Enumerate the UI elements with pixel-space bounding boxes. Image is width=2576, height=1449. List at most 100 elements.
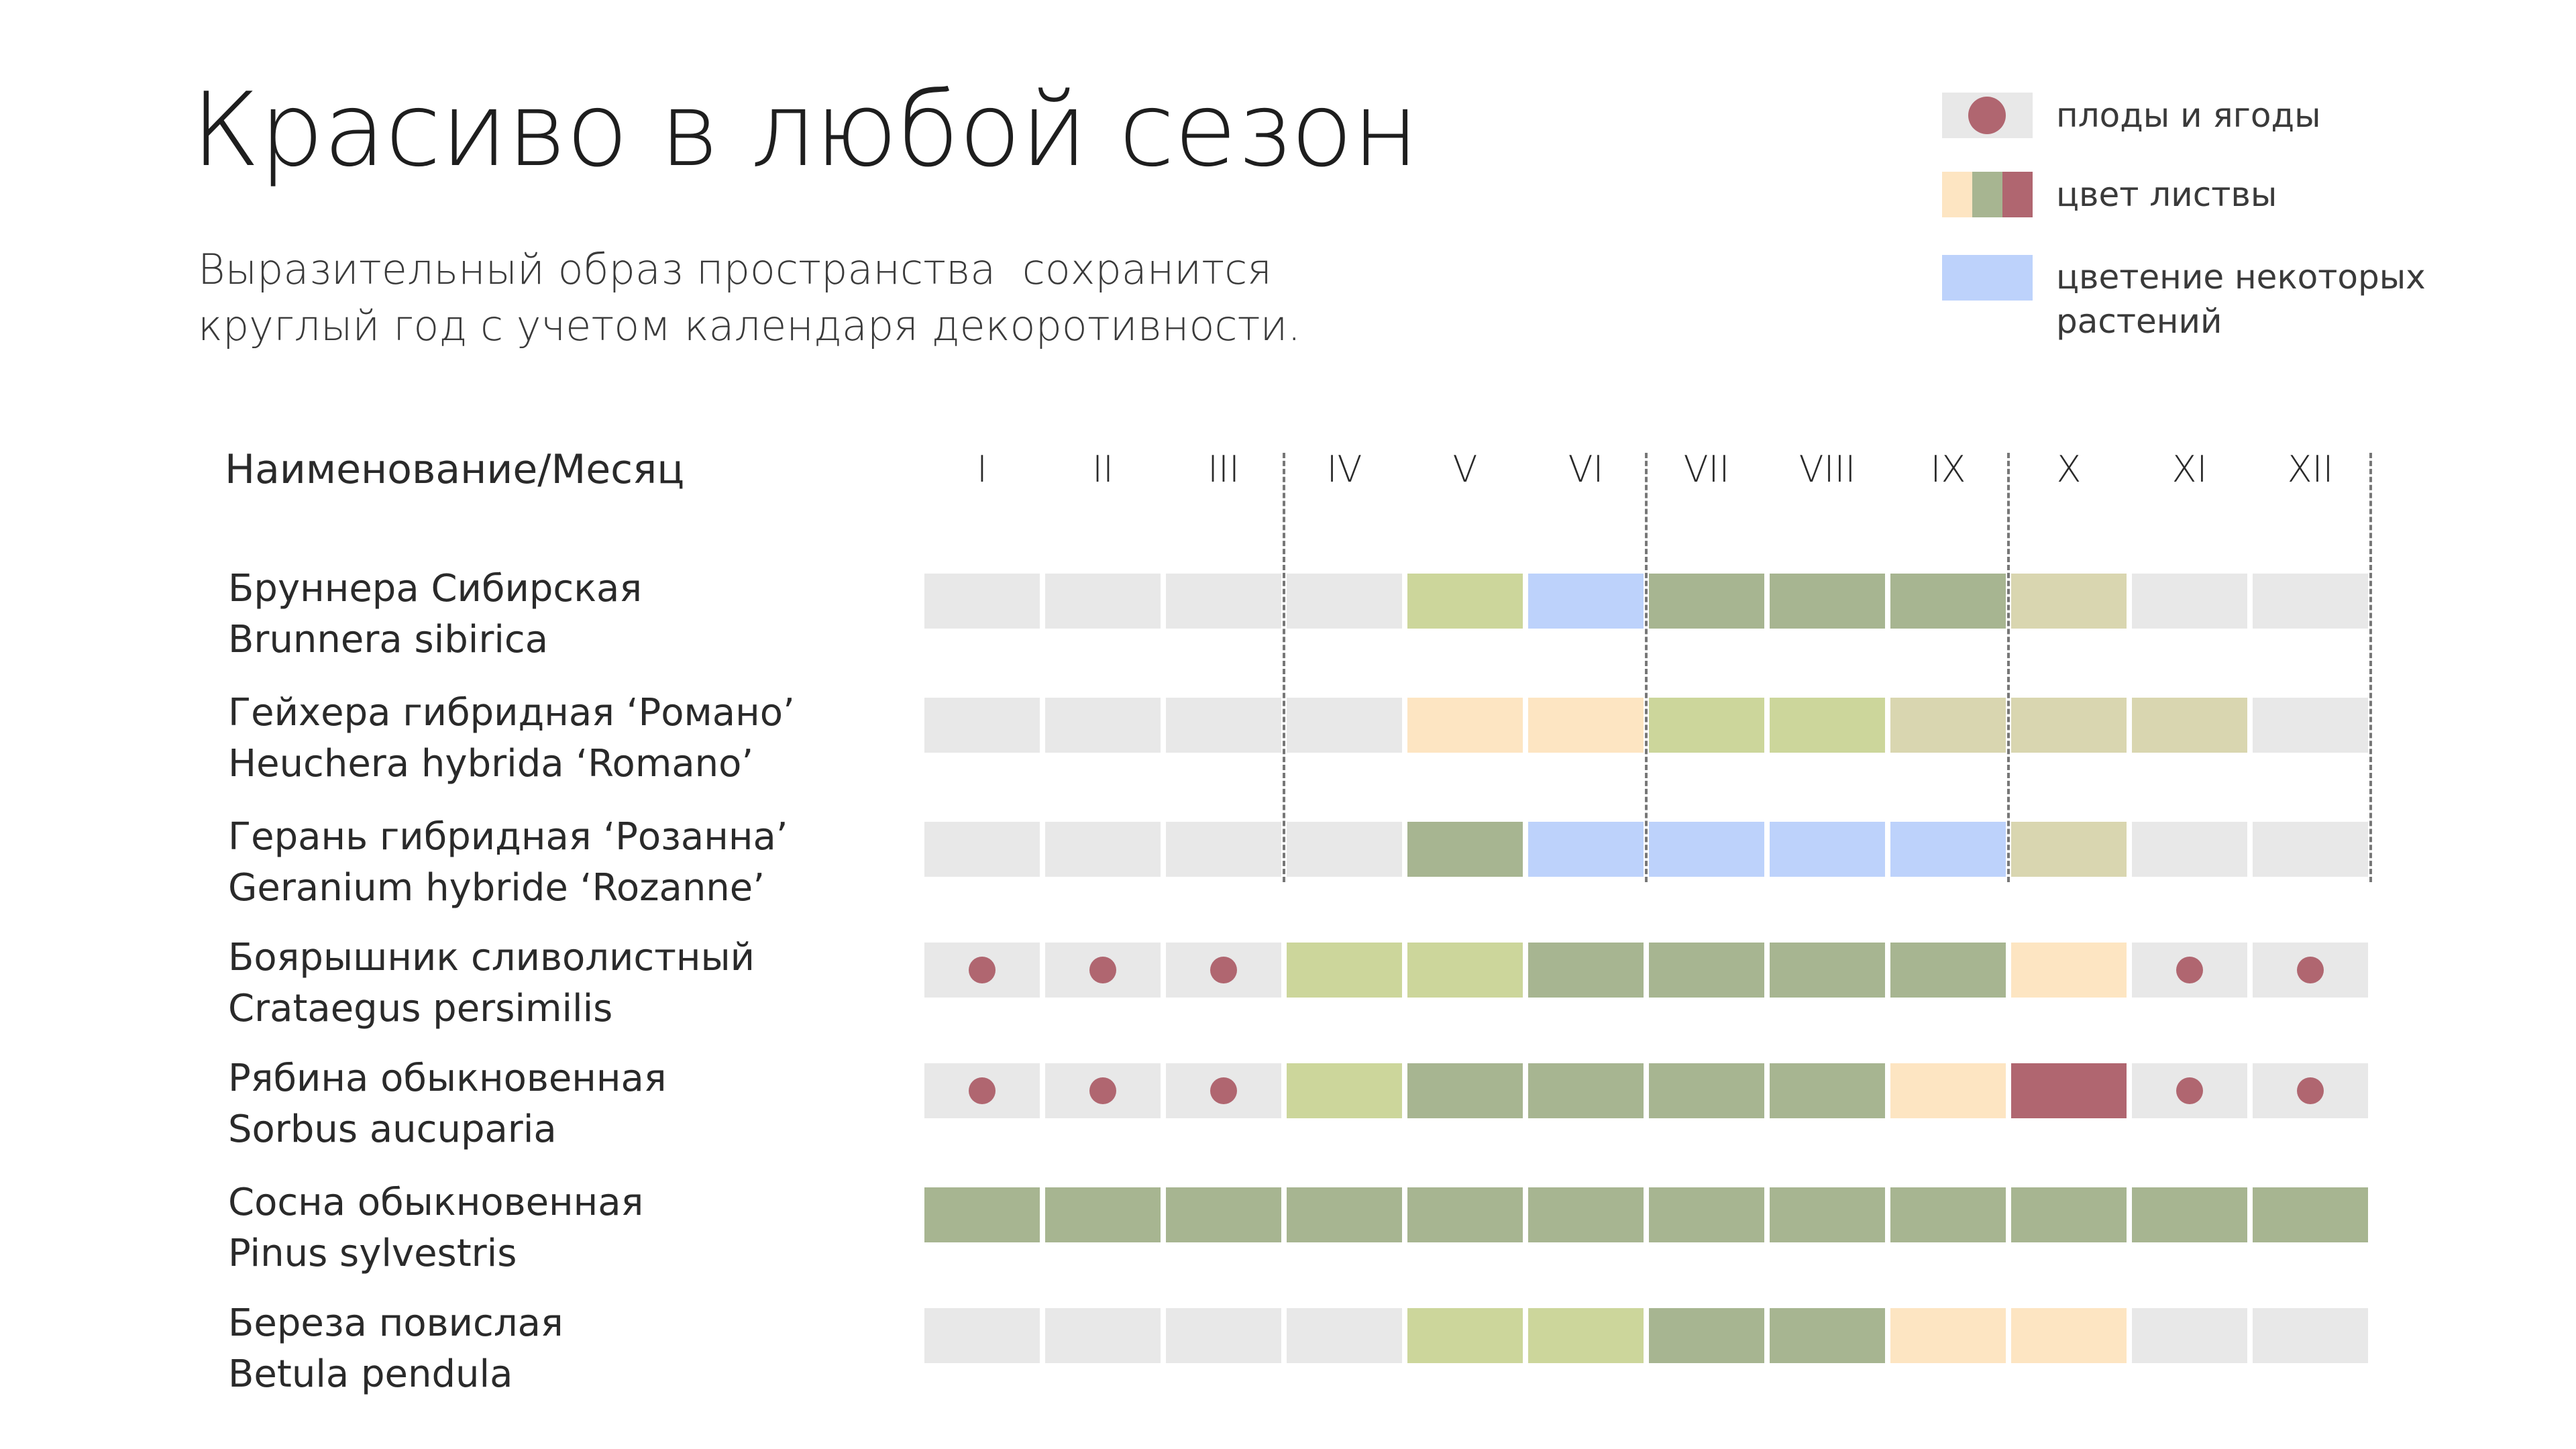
chart-cell-IV bbox=[1287, 1063, 1402, 1118]
chart-cell-XI bbox=[2132, 943, 2247, 998]
chart-cell-VII bbox=[1649, 698, 1764, 753]
plant-name: Боярышник сливолистный Crataegus persimil… bbox=[228, 932, 755, 1034]
chart-cell-II bbox=[1045, 698, 1161, 753]
chart-cell-III bbox=[1166, 943, 1281, 998]
plant-name-latin: Betula pendula bbox=[228, 1352, 513, 1396]
plant-name-latin: Sorbus aucuparia bbox=[228, 1108, 557, 1151]
plant-name-ru: Гейхера гибридная ‘Романо’ bbox=[228, 691, 795, 735]
month-label-VIII: VIII bbox=[1799, 448, 1856, 490]
chart-cell-V bbox=[1407, 1063, 1523, 1118]
chart-cell-IV bbox=[1287, 1187, 1402, 1242]
subtitle-line-2: круглый год с учетом календаря декоротив… bbox=[198, 301, 1301, 350]
plant-name: Гейхера гибридная ‘Романо’ Heuchera hybri… bbox=[228, 688, 795, 790]
chart-cell-X bbox=[2011, 1308, 2127, 1363]
month-label-V: V bbox=[1452, 448, 1478, 490]
chart-cell-I bbox=[924, 822, 1040, 877]
legend-fruit-label: плоды и ягоды bbox=[2056, 96, 2321, 135]
fruit-dot-icon bbox=[969, 957, 996, 983]
quarter-divider bbox=[2369, 453, 2372, 882]
plant-name-ru: Рябина обыкновенная bbox=[228, 1057, 667, 1100]
chart-cell-VII bbox=[1649, 822, 1764, 877]
chart-cell-IV bbox=[1287, 1308, 1402, 1363]
month-label-XI: XI bbox=[2171, 448, 2208, 490]
chart-cell-IV bbox=[1287, 574, 1402, 629]
chart-cell-XII bbox=[2253, 1063, 2368, 1118]
quarter-divider bbox=[1645, 453, 1648, 882]
chart-cell-V bbox=[1407, 1308, 1523, 1363]
chart-cell-X bbox=[2011, 822, 2127, 877]
chart-cell-VIII bbox=[1770, 943, 1885, 998]
plant-name-latin: Heuchera hybrida ‘Romano’ bbox=[228, 742, 754, 786]
chart-cell-XI bbox=[2132, 698, 2247, 753]
chart-cell-I bbox=[924, 698, 1040, 753]
chart-cell-VIII bbox=[1770, 574, 1885, 629]
chart-cell-X bbox=[2011, 1187, 2127, 1242]
chart-cell-V bbox=[1407, 698, 1523, 753]
chart-cell-III bbox=[1166, 1308, 1281, 1363]
month-label-X: X bbox=[2056, 448, 2082, 490]
chart-cell-III bbox=[1166, 1187, 1281, 1242]
month-label-III: III bbox=[1208, 448, 1240, 490]
plant-name-latin: Geranium hybride ‘Rozanne’ bbox=[228, 866, 765, 910]
chart-cell-IV bbox=[1287, 943, 1402, 998]
page-subtitle: Выразительный образ пространства сохрани… bbox=[198, 241, 1301, 354]
chart-cell-VI bbox=[1528, 698, 1644, 753]
chart-cell-X bbox=[2011, 943, 2127, 998]
fruit-dot-icon bbox=[2297, 957, 2324, 983]
chart-cell-XII bbox=[2253, 574, 2368, 629]
chart-cell-XI bbox=[2132, 822, 2247, 877]
chart-cell-III bbox=[1166, 574, 1281, 629]
foliage-green-swatch bbox=[1972, 172, 2002, 217]
chart-cell-II bbox=[1045, 822, 1161, 877]
month-label-I: I bbox=[977, 448, 987, 490]
chart-cell-VII bbox=[1649, 1308, 1764, 1363]
chart-cell-VI bbox=[1528, 943, 1644, 998]
chart-cell-IX bbox=[1890, 822, 2006, 877]
chart-cell-IX bbox=[1890, 1187, 2006, 1242]
fruit-dot-icon bbox=[2176, 1077, 2203, 1104]
plant-name: Бруннера Сибирская Brunnera sibirica bbox=[228, 564, 642, 665]
chart-cell-V bbox=[1407, 822, 1523, 877]
month-label-IX: IX bbox=[1930, 448, 1966, 490]
fruit-dot-icon bbox=[1089, 1077, 1116, 1104]
chart-cell-III bbox=[1166, 1063, 1281, 1118]
chart-cell-XII bbox=[2253, 1308, 2368, 1363]
month-label-II: II bbox=[1092, 448, 1114, 490]
chart-cell-II bbox=[1045, 943, 1161, 998]
chart-cell-VIII bbox=[1770, 1308, 1885, 1363]
chart-cell-I bbox=[924, 574, 1040, 629]
chart-cell-VIII bbox=[1770, 822, 1885, 877]
table-header-name: Наименование/Месяц bbox=[225, 446, 685, 493]
plant-name-latin: Crataegus persimilis bbox=[228, 987, 613, 1030]
fruit-dot-icon bbox=[1968, 97, 2006, 134]
fruit-dot-icon bbox=[1210, 1077, 1237, 1104]
chart-cell-I bbox=[924, 1063, 1040, 1118]
month-label-VI: VI bbox=[1568, 448, 1604, 490]
chart-cell-IX bbox=[1890, 1308, 2006, 1363]
legend-bloom-swatch bbox=[1942, 255, 2033, 301]
legend-bloom-label: цветение некоторых растений bbox=[2056, 258, 2426, 341]
chart-cell-X bbox=[2011, 574, 2127, 629]
plant-name-ru: Сосна обыкновенная bbox=[228, 1181, 644, 1224]
chart-cell-I bbox=[924, 1187, 1040, 1242]
fruit-dot-icon bbox=[1210, 957, 1237, 983]
plant-name: Береза повислая Betula pendula bbox=[228, 1298, 564, 1400]
legend-foliage-label: цвет листвы bbox=[2056, 175, 2277, 214]
chart-cell-IX bbox=[1890, 943, 2006, 998]
chart-cell-VI bbox=[1528, 1063, 1644, 1118]
chart-cell-III bbox=[1166, 822, 1281, 877]
chart-cell-VIII bbox=[1770, 1063, 1885, 1118]
quarter-divider bbox=[2007, 453, 2010, 882]
month-label-XII: XII bbox=[2287, 448, 2334, 490]
quarter-divider bbox=[1283, 453, 1285, 882]
plant-name-ru: Герань гибридная ‘Розанна’ bbox=[228, 815, 788, 859]
chart-cell-V bbox=[1407, 943, 1523, 998]
chart-cell-VI bbox=[1528, 1308, 1644, 1363]
subtitle-line-1: Выразительный образ пространства сохрани… bbox=[198, 245, 1272, 294]
chart-cell-IV bbox=[1287, 698, 1402, 753]
chart-cell-I bbox=[924, 1308, 1040, 1363]
chart-cell-VI bbox=[1528, 1187, 1644, 1242]
chart-cell-XII bbox=[2253, 943, 2368, 998]
foliage-red-swatch bbox=[2002, 172, 2033, 217]
chart-cell-XI bbox=[2132, 1063, 2247, 1118]
